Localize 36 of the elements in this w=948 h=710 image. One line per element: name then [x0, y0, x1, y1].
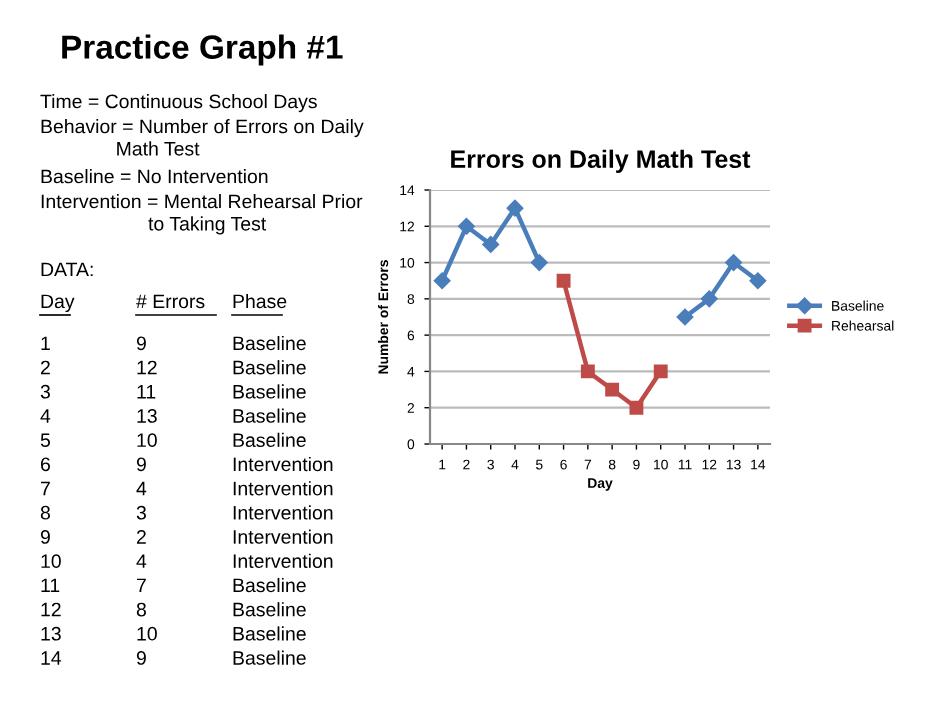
- text: 8 3 Intervention: [40, 505, 333, 520]
- point: [676, 308, 694, 326]
- text: 7 4 Intervention: [41, 481, 333, 496]
- text: 14 9 Baseline: [41, 650, 306, 665]
- text: Day # Errors Phase: [41, 293, 287, 313]
- point: [701, 290, 718, 308]
- text: 3 11 Baseline: [40, 384, 306, 399]
- point: [653, 364, 668, 379]
- text: 4 13 Baseline: [40, 408, 306, 423]
- text: Practice Graph #1: [62, 34, 343, 66]
- point: [580, 364, 595, 379]
- text: Intervention = Mental Rehearsal Prior to Taking Test: [41, 194, 363, 235]
- text: 5 10 Baseline: [40, 432, 306, 448]
- text: 6 9 Intervention: [40, 456, 333, 472]
- text: 10 4 Intervention: [41, 553, 333, 569]
- text: 1 9 Baseline: [41, 335, 306, 351]
- text: 12 8 Baseline: [41, 602, 306, 617]
- point: [531, 254, 548, 271]
- text: DATA:: [41, 262, 93, 277]
- text: 13 10 Baseline: [41, 626, 306, 641]
- text: Time = Continuous School Days: [40, 94, 317, 113]
- point: [433, 272, 451, 289]
- text: 2 12 Baseline: [40, 360, 306, 375]
- point: [725, 254, 742, 271]
- point: [458, 218, 475, 235]
- point: [749, 272, 767, 289]
- point: [556, 273, 571, 288]
- text: 9 2 Intervention: [40, 529, 333, 544]
- text: Baseline = No Intervention: [41, 169, 268, 184]
- text: 11 7 Baseline: [41, 577, 306, 593]
- point: [482, 236, 499, 253]
- text: Behavior = Number of Errors on Daily Math Test: [41, 119, 364, 156]
- point: [629, 400, 644, 415]
- point: [605, 382, 620, 397]
- point: [506, 199, 524, 217]
- chart-title: Errors on Daily Math Test: [451, 149, 751, 173]
